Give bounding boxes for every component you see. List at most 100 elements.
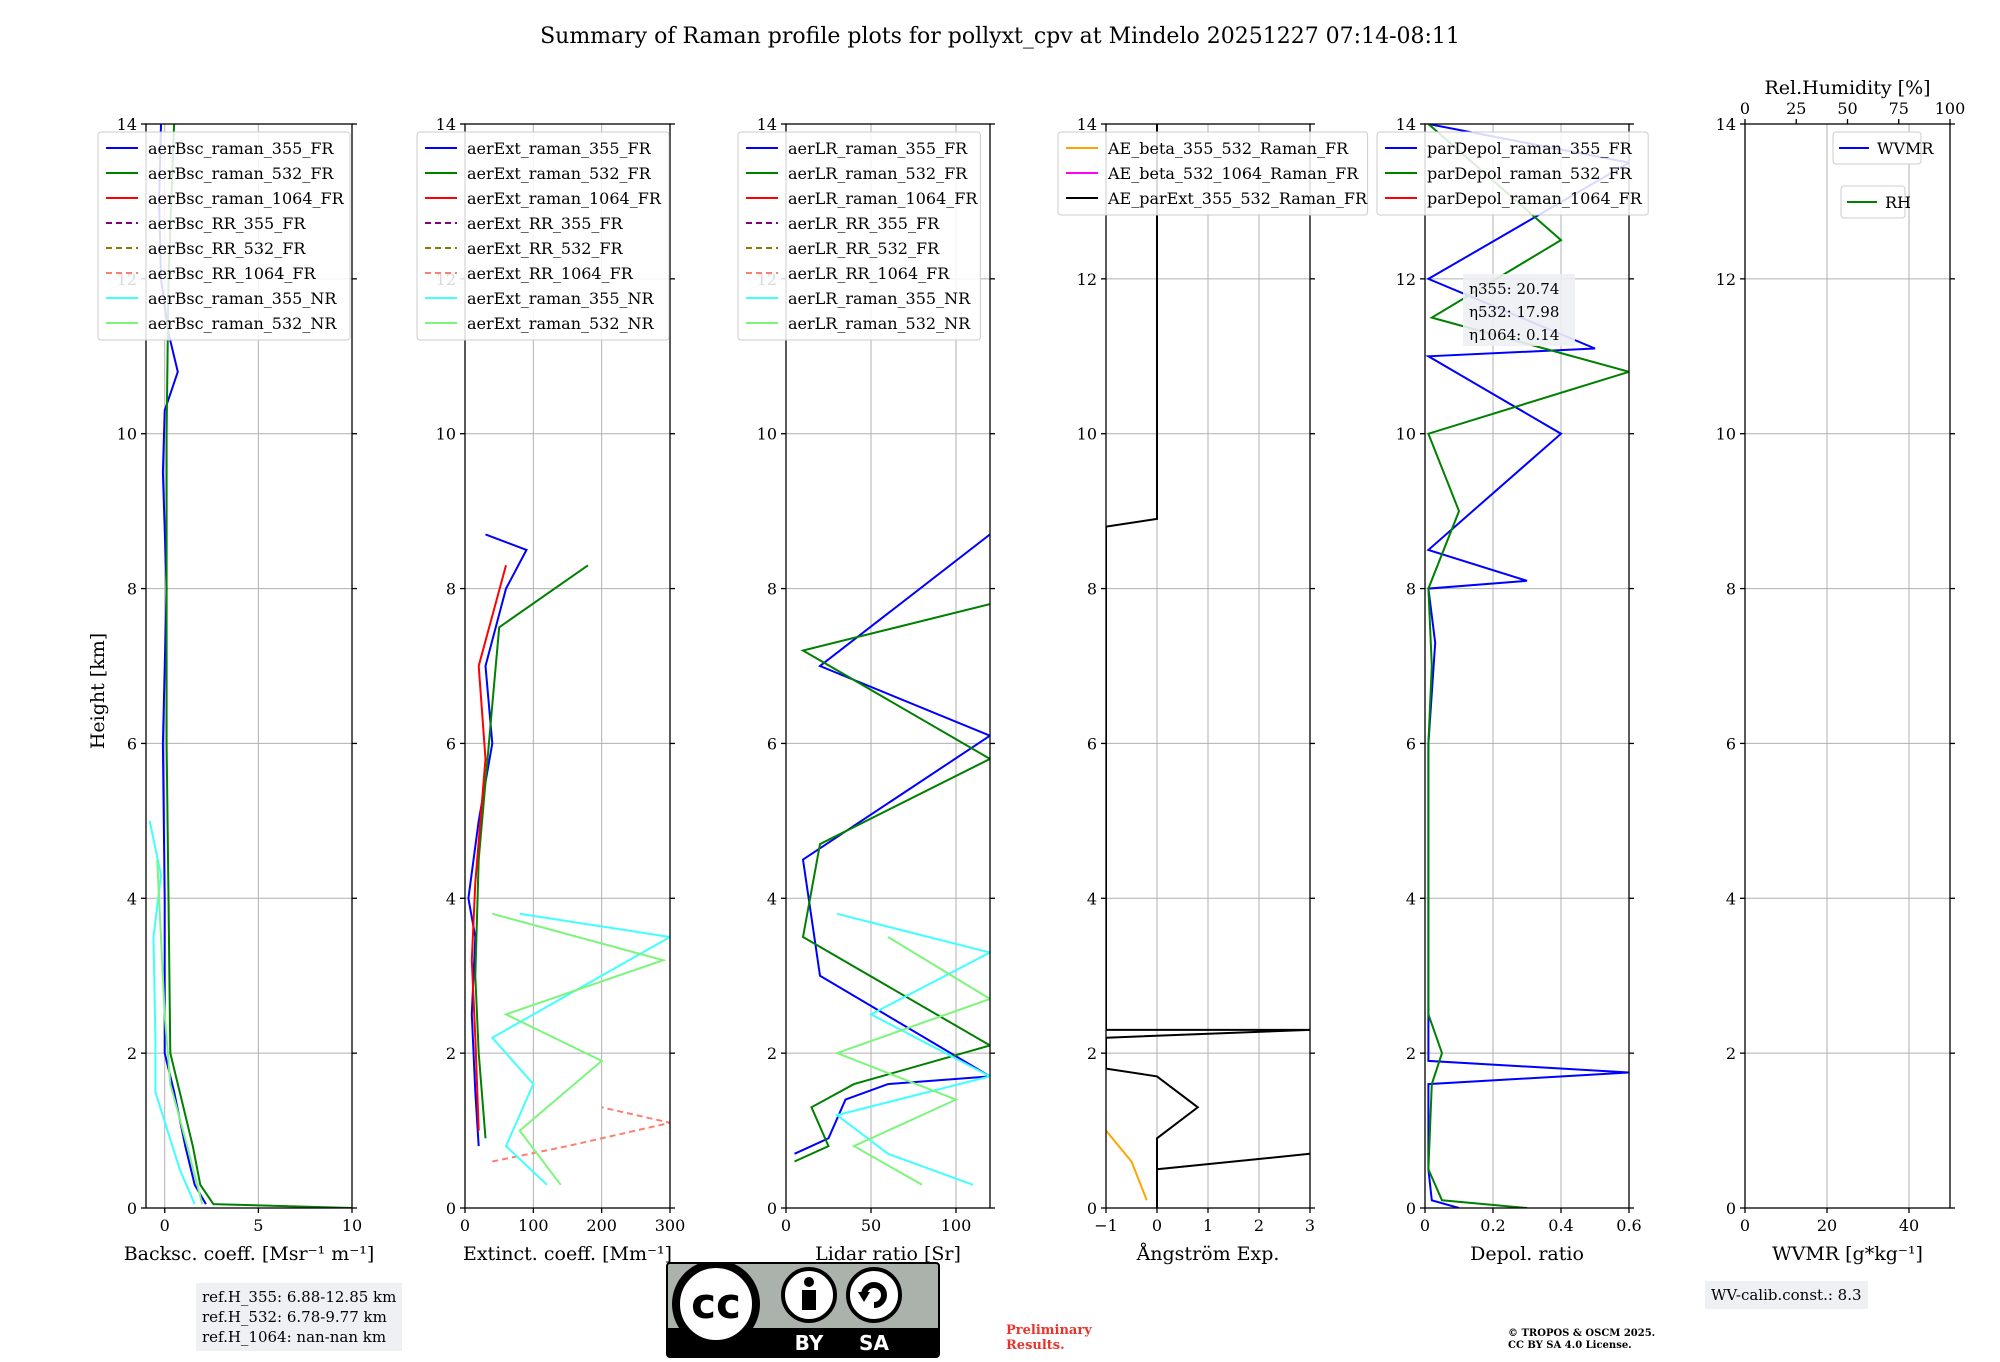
series-group: [1106, 124, 1310, 1208]
legend-box: [737, 131, 981, 341]
series-line-aerLR_raman_532_NR: [834, 936, 990, 1186]
legend-entry: aerBsc_RR_355_FR: [148, 214, 306, 233]
legend-entry: AE_beta_532_1064_Raman_FR: [1107, 164, 1359, 183]
ref-height-1064: ref.H_1064: nan-nan km: [202, 1328, 387, 1346]
series-group: [794, 533, 990, 1186]
legend-box: [1057, 131, 1369, 216]
x-tick-label: 40: [1899, 1216, 1919, 1235]
preliminary-line-2: Results.: [1006, 1338, 1065, 1353]
top-x-tick-label: 100: [1935, 99, 1966, 118]
x-tick-label: 10: [342, 1216, 362, 1235]
legend-entry: AE_beta_355_532_Raman_FR: [1107, 139, 1349, 158]
series-line-aerBsc_raman_355_NR: [148, 820, 196, 1205]
series-line-aerExt_raman_355_NR: [490, 912, 670, 1186]
legend-entry: aerBsc_raman_355_NR: [148, 289, 337, 308]
y-tick-label: 6: [127, 734, 137, 753]
y-tick-label: 10: [1716, 425, 1736, 444]
y-tick-label: 10: [1396, 425, 1416, 444]
legend-entry: aerLR_RR_532_FR: [788, 239, 940, 258]
legend: WVMR RH: [1832, 131, 1934, 219]
panel-lidar_ratio: 05010002468101214Lidar ratio [Sr]aerLR_r…: [737, 115, 995, 1265]
series-line-aerExt_raman_1064_FR: [470, 565, 507, 1131]
x-tick-label: 5: [253, 1216, 263, 1235]
x-tick-label: 100: [518, 1216, 549, 1235]
series-line-aerExt_raman_355_FR: [467, 533, 528, 1147]
series-line-AE_parExt_355_532_Raman_FR: [1106, 124, 1310, 1208]
legend-entry: aerExt_RR_355_FR: [467, 214, 624, 233]
legend-entry: aerBsc_raman_1064_FR: [148, 189, 345, 208]
x-tick-label: 0: [781, 1216, 791, 1235]
legend-entry: parDepol_raman_355_FR: [1427, 139, 1633, 158]
x-axis-label: Backsc. coeff. [Msr⁻¹ m⁻¹]: [124, 1243, 375, 1265]
axes-frame: [1744, 123, 1951, 1209]
y-tick-label: 0: [127, 1199, 137, 1218]
legend-entry: aerLR_RR_1064_FR: [788, 264, 950, 283]
y-tick-label: 8: [1726, 580, 1736, 599]
x-tick-label: 0: [1152, 1216, 1162, 1235]
series-line-AE_beta_355_532_Raman_FR: [1106, 1129, 1148, 1201]
sa-icon: [846, 1267, 902, 1323]
y-tick-label: 2: [446, 1044, 456, 1063]
series-line-aerExt_raman_532_FR: [474, 564, 589, 1139]
top-x-tick-label: 50: [1837, 99, 1857, 118]
legend-box: [1832, 131, 1922, 165]
y-tick-label: 12: [1396, 270, 1416, 289]
y-tick-label: 8: [1087, 580, 1097, 599]
legend: aerExt_raman_355_FR aerExt_raman_532_FRae…: [416, 131, 670, 341]
x-tick-label: −1: [1094, 1216, 1118, 1235]
legend-entry: parDepol_raman_1064_FR: [1427, 189, 1643, 208]
y-tick-label: 0: [446, 1199, 456, 1218]
y-tick-label: 2: [1726, 1044, 1736, 1063]
x-tick-label: 0: [1740, 1216, 1750, 1235]
y-tick-label: 8: [1406, 580, 1416, 599]
legend-entry: aerBsc_raman_532_NR: [148, 314, 337, 333]
y-tick-label: 14: [1077, 115, 1097, 134]
wv-calibration-box: WV-calib.const.: 8.3: [1705, 1281, 1868, 1309]
y-tick-label: 0: [1726, 1199, 1736, 1218]
y-tick-label: 14: [757, 115, 777, 134]
panel-extinction: 010020030002468101214Extinct. coeff. [Mm…: [416, 115, 686, 1265]
x-tick-label: 0: [1420, 1216, 1430, 1235]
legend-entry: aerExt_RR_1064_FR: [467, 264, 634, 283]
legend: aerBsc_raman_355_FR aerBsc_raman_532_FRae…: [97, 131, 351, 341]
y-tick-label: 14: [1396, 115, 1416, 134]
y-tick-label: 10: [436, 425, 456, 444]
legend: parDepol_raman_355_FR parDepol_raman_532_…: [1376, 131, 1649, 216]
series-line-aerLR_raman_355_NR: [834, 912, 990, 1186]
wv-calibration-text: WV-calib.const.: 8.3: [1711, 1286, 1862, 1304]
y-tick-label: 4: [1726, 889, 1736, 908]
series-line-aerLR_raman_355_FR: [794, 533, 990, 1155]
legend-entry: AE_parExt_355_532_Raman_FR: [1107, 189, 1368, 208]
y-tick-label: 12: [1716, 270, 1736, 289]
legend-entry: aerLR_raman_355_FR: [788, 139, 968, 158]
legend-entry: aerLR_raman_532_FR: [788, 164, 968, 183]
y-tick-label: 6: [1406, 734, 1416, 753]
legend-entry: aerLR_RR_355_FR: [788, 214, 940, 233]
axes-frame: [1424, 123, 1630, 1209]
y-tick-label: 0: [1087, 1199, 1097, 1218]
x-tick-label: 200: [586, 1216, 617, 1235]
preliminary-line-1: Preliminary: [1006, 1323, 1092, 1338]
x-tick-label: 0.2: [1480, 1216, 1505, 1235]
y-tick-label: 4: [446, 889, 456, 908]
series-line-aerBsc_raman_532_NR: [156, 859, 204, 1205]
y-tick-label: 2: [1406, 1044, 1416, 1063]
legend: aerLR_raman_355_FR aerLR_raman_532_FR aerL…: [737, 131, 981, 341]
copyright-note: © TROPOS & OSCM 2025. CC BY SA 4.0 Licen…: [1508, 1328, 1655, 1352]
legend-entry: aerLR_raman_1064_FR: [788, 189, 978, 208]
panel-water_vapor: 0 20 40 0 2 4 6 8 10 12 14 WVMR [g*kg⁻¹] 0 25 50 75 100 R…: [1716, 77, 1966, 1265]
x-tick-label: 50: [861, 1216, 881, 1235]
reference-heights-box: ref.H_355: 6.88-12.85 km ref.H_532: 6.78…: [196, 1283, 403, 1351]
legend-entry: aerBsc_raman_355_FR: [148, 139, 334, 158]
y-tick-label: 0: [767, 1199, 777, 1218]
x-tick-label: 300: [655, 1216, 686, 1235]
y-tick-label: 4: [767, 889, 777, 908]
y-tick-label: 14: [117, 115, 137, 134]
axes-frame: [464, 123, 671, 1209]
y-tick-label: 8: [446, 580, 456, 599]
x-axis-label: Lidar ratio [Sr]: [815, 1243, 961, 1265]
x-tick-label: 1: [1203, 1216, 1213, 1235]
legend-entry: aerExt_raman_532_FR: [467, 164, 652, 183]
legend-entry: aerLR_raman_532_NR: [788, 314, 971, 333]
